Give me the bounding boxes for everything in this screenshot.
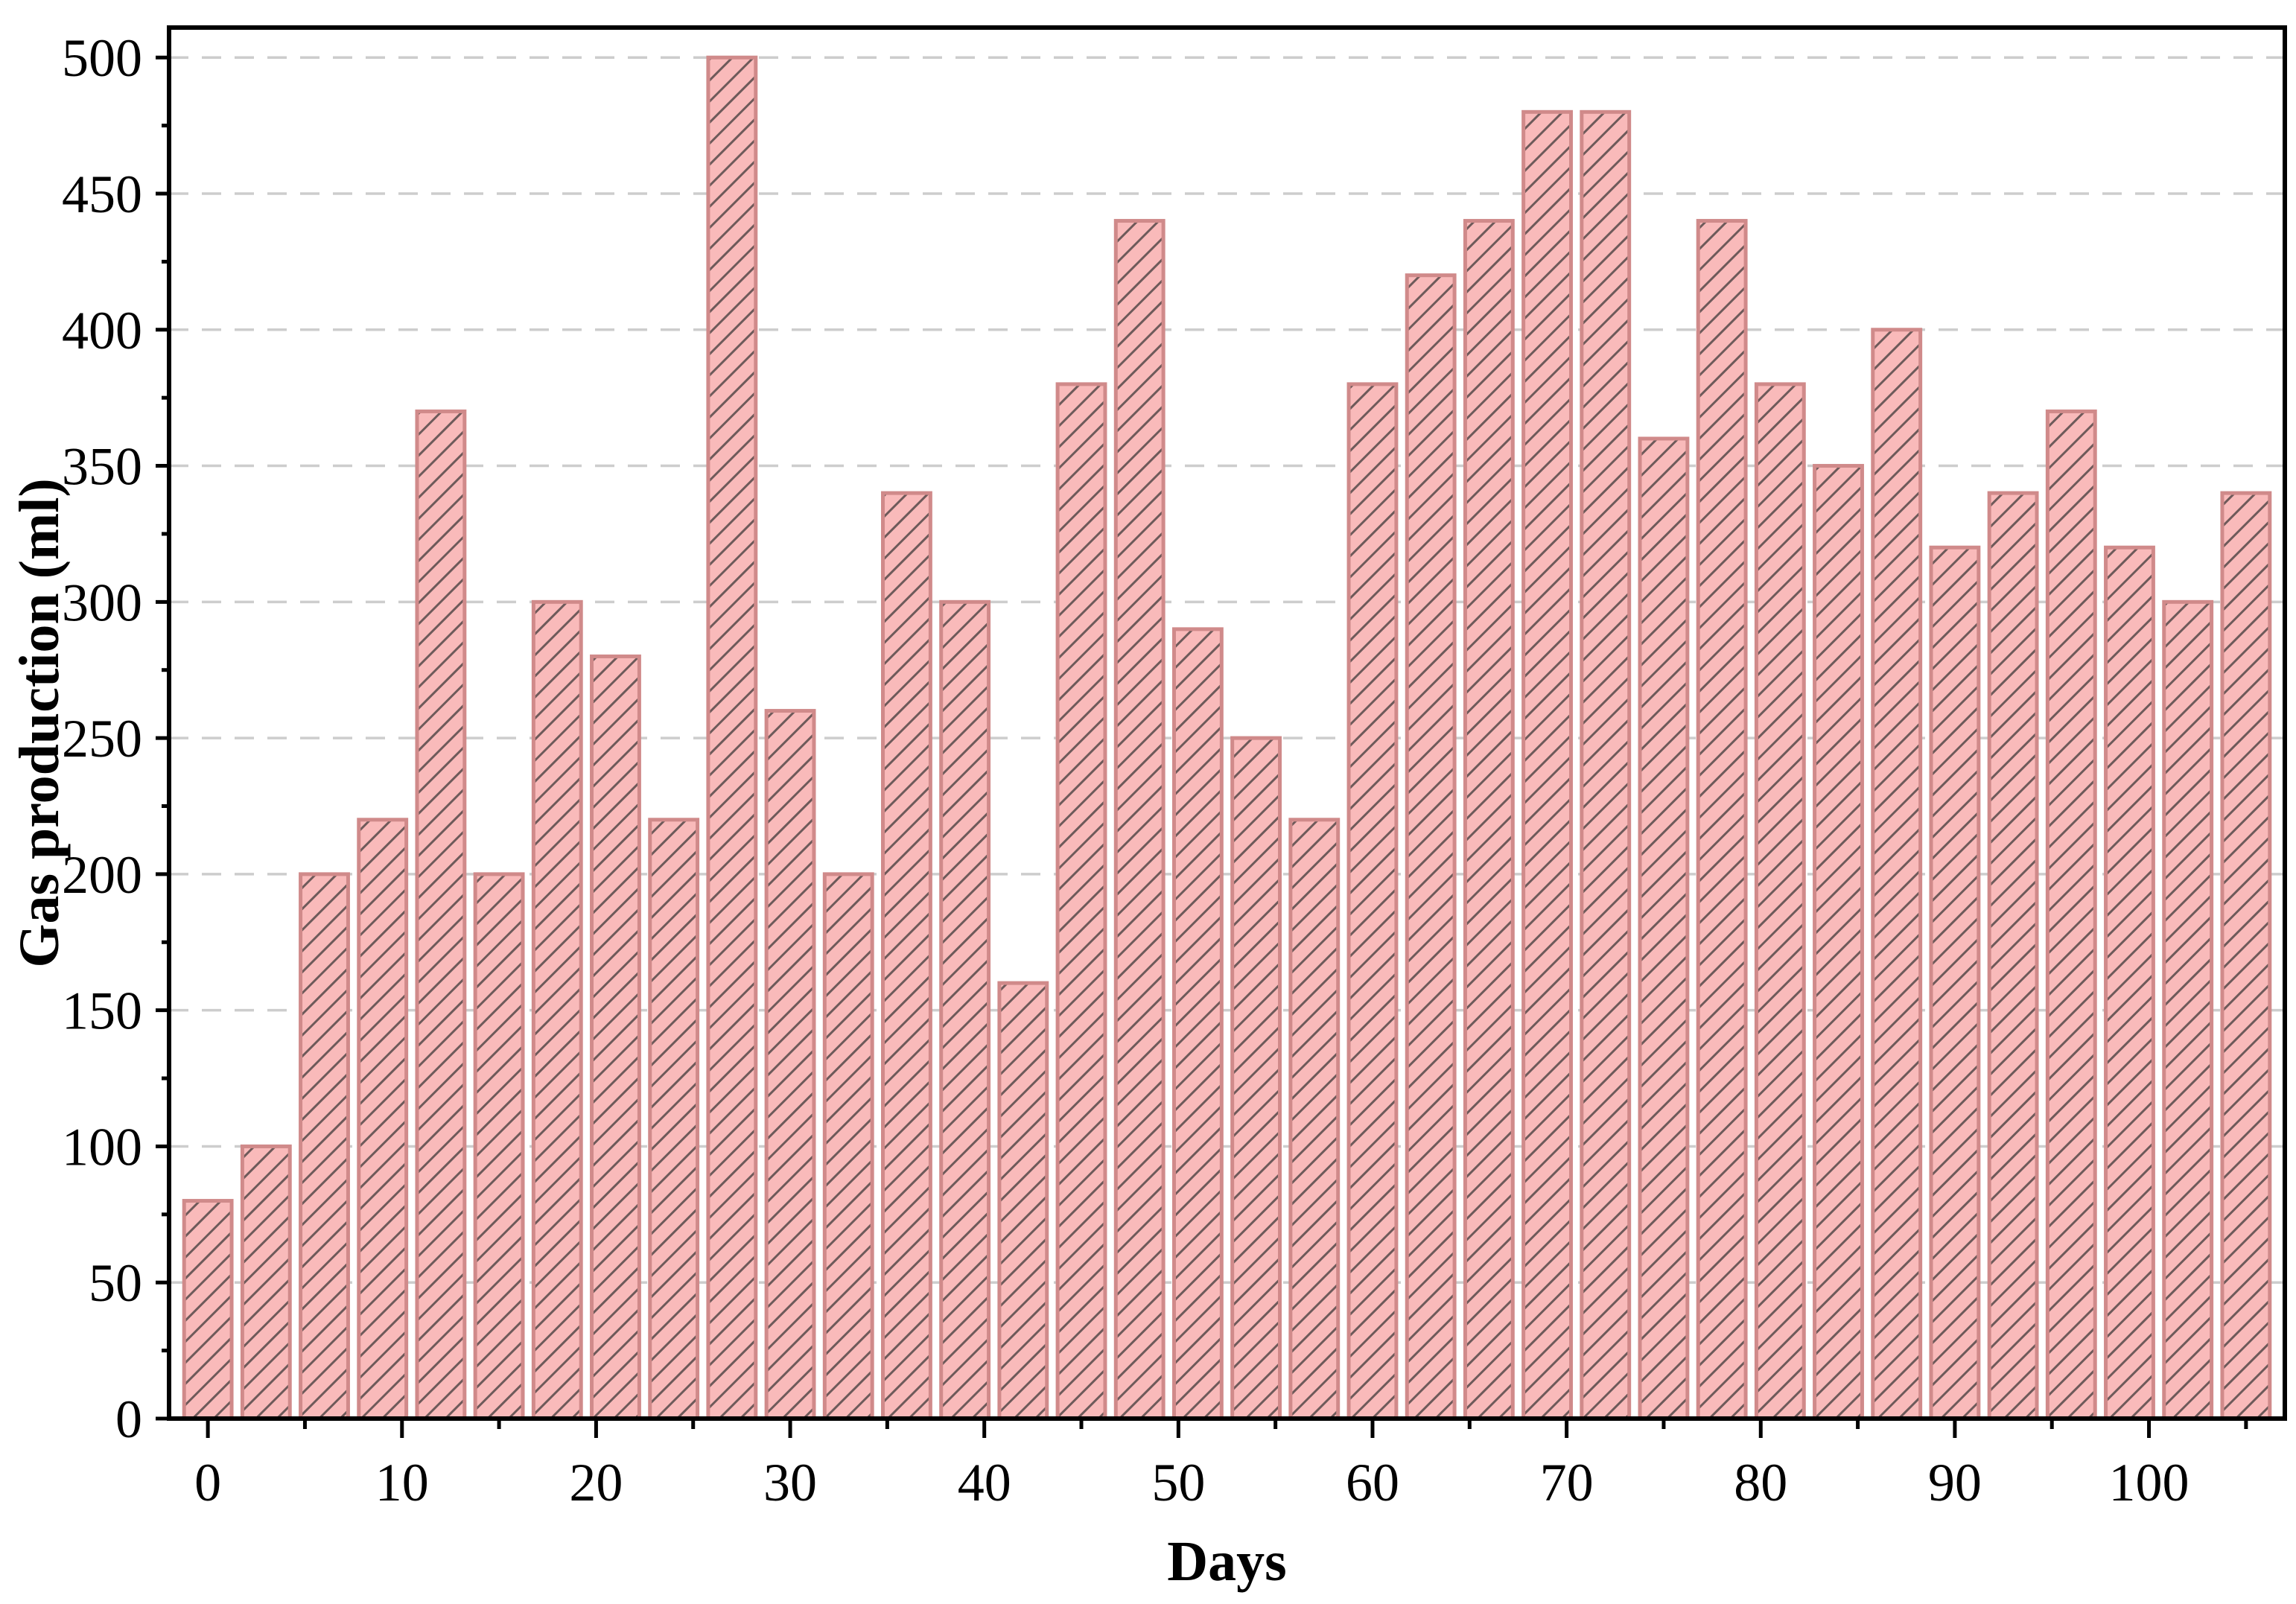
x-tick-label-30: 30 <box>763 1453 817 1512</box>
y-tick-label-500: 500 <box>62 28 142 88</box>
bar-hatch-day-66 <box>1463 219 1515 1421</box>
y-tick-label-400: 400 <box>62 301 142 360</box>
bar-hatch-day-21 <box>590 654 641 1421</box>
bar-hatch-day-36 <box>881 491 932 1421</box>
x-tick-label-90: 90 <box>1928 1453 1982 1512</box>
bar-hatch-day-6 <box>299 872 350 1421</box>
bar-hatch-day-51 <box>1171 627 1224 1421</box>
x-tick-label-70: 70 <box>1540 1453 1594 1512</box>
x-tick-label-60: 60 <box>1346 1453 1399 1512</box>
x-tick-label-20: 20 <box>569 1453 623 1512</box>
y-tick-label-350: 350 <box>62 437 142 497</box>
y-axis-label: Gas production (ml) <box>8 478 71 967</box>
y-tick-label-100: 100 <box>62 1117 142 1177</box>
gridlines <box>169 56 2285 1284</box>
y-tick-label-200: 200 <box>62 845 142 905</box>
bar-hatch-day-78 <box>1696 219 1748 1421</box>
x-tick-label-80: 80 <box>1734 1453 1787 1512</box>
x-tick-label-50: 50 <box>1151 1453 1205 1512</box>
bar-hatch-day-3 <box>240 1144 292 1421</box>
plot-frame <box>167 25 2287 1421</box>
bar-hatch-day-99 <box>2104 545 2155 1421</box>
y-tick-label-450: 450 <box>62 165 142 224</box>
bar-hatch-day-90 <box>1929 545 1981 1421</box>
x-tick-label-40: 40 <box>958 1453 1011 1512</box>
bar-hatch-day-42 <box>997 981 1049 1421</box>
y-tick-label-0: 0 <box>115 1390 142 1449</box>
bar-hatch-day-48 <box>1113 219 1166 1421</box>
bar-hatch-day-75 <box>1638 436 1690 1421</box>
x-tick-label-10: 10 <box>375 1453 429 1512</box>
bar-hatch-day-0 <box>182 1199 234 1421</box>
bar-hatch-day-39 <box>939 599 991 1421</box>
bar-hatch-day-18 <box>531 599 583 1421</box>
bar-hatch-day-96 <box>2045 409 2097 1421</box>
bar-hatch-day-105 <box>2220 491 2272 1421</box>
bar-hatch-day-15 <box>473 872 525 1421</box>
y-tick-label-300: 300 <box>62 573 142 632</box>
bar-hatch-day-9 <box>357 818 409 1421</box>
bar-hatch-day-102 <box>2162 599 2214 1421</box>
x-axis-label: Days <box>1167 1530 1286 1593</box>
bar-hatch-day-27 <box>706 55 758 1421</box>
bar-hatch-day-81 <box>1754 382 1806 1421</box>
bar-hatch-day-33 <box>822 872 874 1421</box>
x-tick-label-100: 100 <box>2109 1453 2190 1512</box>
bar-hatch-day-69 <box>1521 109 1573 1421</box>
y-tick-label-50: 50 <box>89 1253 142 1313</box>
bar-hatch-day-24 <box>648 818 700 1421</box>
bar-hatch-day-93 <box>1987 491 2039 1421</box>
bars <box>182 55 2272 1421</box>
bar-hatch-day-72 <box>1580 109 1632 1421</box>
y-tick-label-150: 150 <box>62 981 142 1041</box>
x-tick-label-0: 0 <box>194 1453 221 1512</box>
y-tick-labels: 0 50 100 150 200 250 300 350 400 450 500 <box>62 28 142 1449</box>
axis-ticks <box>156 55 2248 1438</box>
bar-hatch-day-30 <box>764 709 816 1421</box>
bar-hatch-day-54 <box>1230 736 1282 1421</box>
bar-hatch-day-60 <box>1346 382 1399 1421</box>
bar-hatch-day-84 <box>1813 464 1864 1421</box>
bar-hatch-day-87 <box>1871 328 1923 1421</box>
x-tick-labels: 0 10 20 30 40 50 60 70 80 90 100 <box>194 1453 2189 1512</box>
y-tick-label-250: 250 <box>62 709 142 768</box>
bar-hatch-day-12 <box>415 409 467 1421</box>
bar-hatch-day-45 <box>1055 382 1107 1421</box>
bar-hatch-day-63 <box>1405 273 1457 1421</box>
bar-hatch-day-57 <box>1288 818 1341 1421</box>
